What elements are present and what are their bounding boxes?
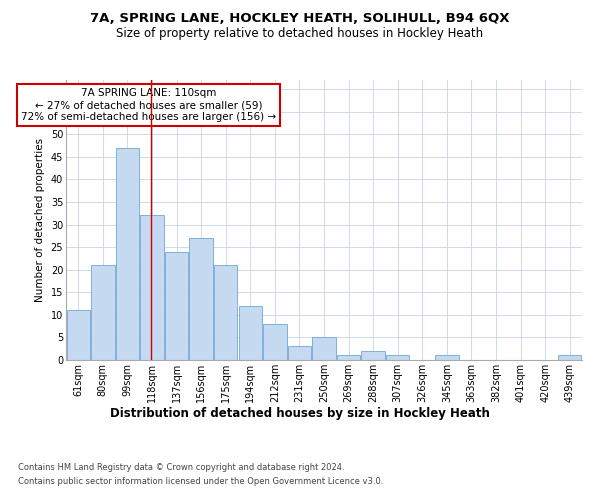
Bar [165, 252, 188, 360]
Bar [140, 216, 164, 360]
Bar [214, 265, 238, 360]
Y-axis label: Number of detached properties: Number of detached properties [35, 138, 45, 302]
Bar [288, 346, 311, 360]
Bar [386, 356, 409, 360]
Bar [263, 324, 287, 360]
Bar [337, 356, 360, 360]
Bar [91, 265, 115, 360]
Text: 7A SPRING LANE: 110sqm
← 27% of detached houses are smaller (59)
72% of semi-det: 7A SPRING LANE: 110sqm ← 27% of detached… [21, 88, 276, 122]
Bar [239, 306, 262, 360]
Bar [435, 356, 458, 360]
Bar [361, 351, 385, 360]
Bar [313, 338, 335, 360]
Bar [558, 356, 581, 360]
Bar [190, 238, 213, 360]
Bar [116, 148, 139, 360]
Text: 7A, SPRING LANE, HOCKLEY HEATH, SOLIHULL, B94 6QX: 7A, SPRING LANE, HOCKLEY HEATH, SOLIHULL… [90, 12, 510, 26]
Text: Distribution of detached houses by size in Hockley Heath: Distribution of detached houses by size … [110, 408, 490, 420]
Text: Contains public sector information licensed under the Open Government Licence v3: Contains public sector information licen… [18, 478, 383, 486]
Bar [67, 310, 90, 360]
Text: Contains HM Land Registry data © Crown copyright and database right 2024.: Contains HM Land Registry data © Crown c… [18, 462, 344, 471]
Text: Size of property relative to detached houses in Hockley Heath: Size of property relative to detached ho… [116, 28, 484, 40]
